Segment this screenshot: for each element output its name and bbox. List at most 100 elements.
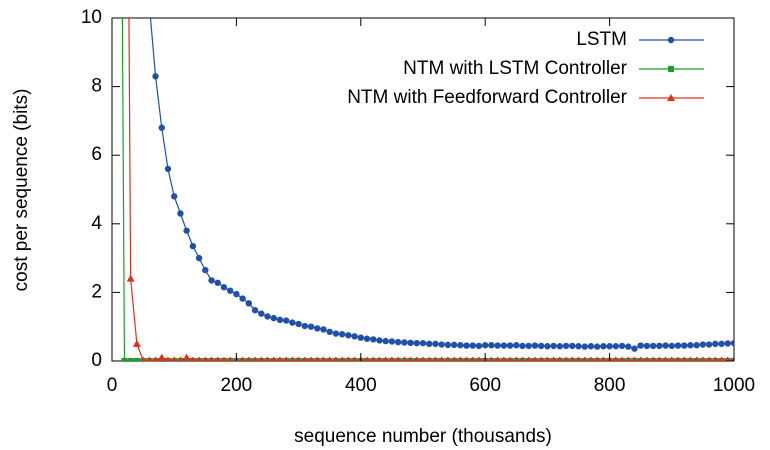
marker (233, 290, 240, 298)
marker (351, 333, 358, 340)
marker (177, 210, 184, 217)
marker (351, 356, 358, 361)
marker (314, 356, 320, 361)
marker (171, 193, 178, 200)
marker (700, 356, 706, 361)
marker (140, 356, 146, 361)
marker (295, 356, 302, 361)
marker (494, 356, 501, 361)
marker (370, 356, 376, 361)
marker (258, 310, 265, 317)
marker (531, 342, 539, 349)
marker (226, 287, 234, 294)
marker (470, 356, 476, 361)
marker (513, 342, 520, 349)
marker (482, 342, 489, 349)
marker (712, 356, 719, 361)
marker (171, 356, 177, 361)
marker (182, 353, 191, 361)
marker (457, 342, 464, 349)
marker (327, 356, 333, 361)
marker (190, 356, 196, 361)
marker (127, 358, 134, 361)
marker (432, 356, 439, 361)
marker (314, 325, 321, 332)
marker (283, 356, 289, 361)
marker (376, 356, 383, 361)
marker (363, 335, 371, 342)
marker (121, 358, 128, 361)
marker (307, 323, 315, 330)
marker (612, 343, 620, 350)
marker (501, 356, 507, 361)
marker (264, 356, 271, 361)
marker (332, 330, 340, 337)
marker (208, 356, 215, 361)
marker (245, 300, 253, 307)
marker (345, 332, 352, 339)
marker (444, 341, 452, 349)
marker (277, 356, 283, 361)
marker (600, 343, 607, 350)
marker (675, 356, 681, 361)
marker (650, 356, 656, 361)
marker (513, 356, 519, 361)
marker (731, 356, 734, 361)
marker (364, 356, 370, 361)
marker (544, 343, 551, 350)
marker (438, 356, 445, 361)
marker (562, 342, 570, 350)
marker (476, 356, 482, 361)
marker (544, 356, 551, 361)
marker (619, 356, 625, 361)
marker (507, 356, 513, 361)
marker (569, 356, 575, 361)
marker (712, 340, 719, 348)
marker (606, 343, 613, 350)
marker (475, 342, 483, 350)
marker (419, 339, 427, 347)
marker (282, 317, 290, 324)
y-tick-label: 6 (91, 144, 102, 165)
marker (395, 356, 401, 361)
marker (333, 356, 339, 361)
y-tick-label: 4 (91, 213, 102, 234)
marker (357, 334, 364, 341)
marker (600, 356, 607, 361)
marker (706, 356, 712, 361)
marker (631, 356, 638, 361)
marker (271, 356, 277, 361)
series-line (149, 18, 734, 350)
marker (407, 339, 414, 347)
marker (432, 340, 439, 348)
marker (537, 342, 545, 350)
marker (557, 356, 563, 361)
marker (177, 356, 184, 361)
marker (550, 356, 557, 361)
marker (326, 328, 333, 336)
marker (649, 342, 657, 350)
marker (401, 356, 408, 361)
marker (196, 356, 202, 361)
marker (725, 356, 731, 361)
marker (202, 266, 209, 274)
marker (370, 336, 377, 343)
marker (451, 356, 457, 361)
marker (413, 339, 420, 347)
marker (289, 356, 296, 361)
marker (383, 356, 389, 361)
marker (376, 337, 383, 344)
marker (157, 353, 166, 361)
marker (414, 356, 420, 361)
marker (302, 356, 308, 361)
marker (264, 313, 271, 320)
marker (158, 124, 165, 131)
marker (494, 342, 501, 349)
marker (463, 342, 470, 349)
marker (556, 343, 564, 350)
legend-marker (668, 66, 674, 72)
marker (581, 343, 588, 350)
marker (694, 356, 700, 361)
marker (445, 356, 451, 361)
marker (152, 73, 159, 80)
